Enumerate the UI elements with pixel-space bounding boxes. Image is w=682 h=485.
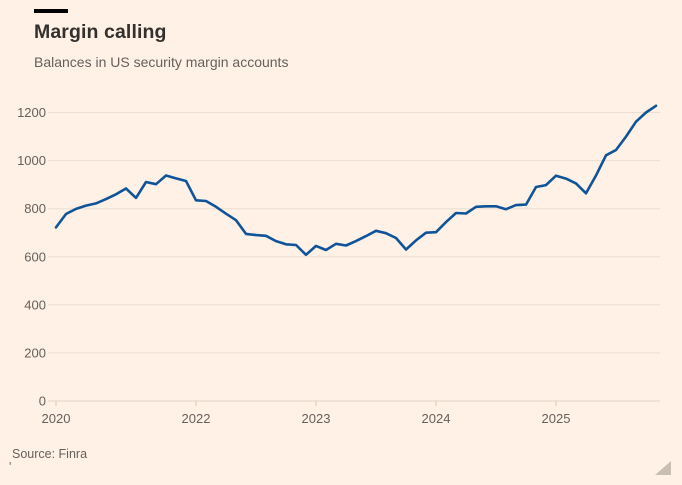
- y-axis-label: 1000: [17, 153, 46, 168]
- x-axis-label: 2025: [542, 411, 571, 426]
- y-axis-label: 200: [24, 345, 46, 360]
- source-label: Source: Finra: [12, 447, 88, 461]
- y-axis-label: 800: [24, 201, 46, 216]
- y-axis-label: 400: [24, 297, 46, 312]
- chart-title: Margin calling: [34, 21, 167, 43]
- y-axis-label: 1200: [17, 105, 46, 120]
- brand-bar: [34, 9, 68, 13]
- resize-handle-icon[interactable]: [655, 461, 671, 475]
- x-axis-label: 2020: [42, 411, 71, 426]
- x-axis-label: 2024: [422, 411, 451, 426]
- data-line: [54, 104, 658, 257]
- x-axis-label: 2022: [182, 411, 211, 426]
- y-axis-label: 0: [39, 394, 46, 409]
- chart-subtitle: Balances in US security margin accounts: [34, 54, 289, 70]
- y-axis-label: 600: [24, 249, 46, 264]
- x-axis-label: 2023: [302, 411, 331, 426]
- stray-mark: ': [9, 459, 12, 474]
